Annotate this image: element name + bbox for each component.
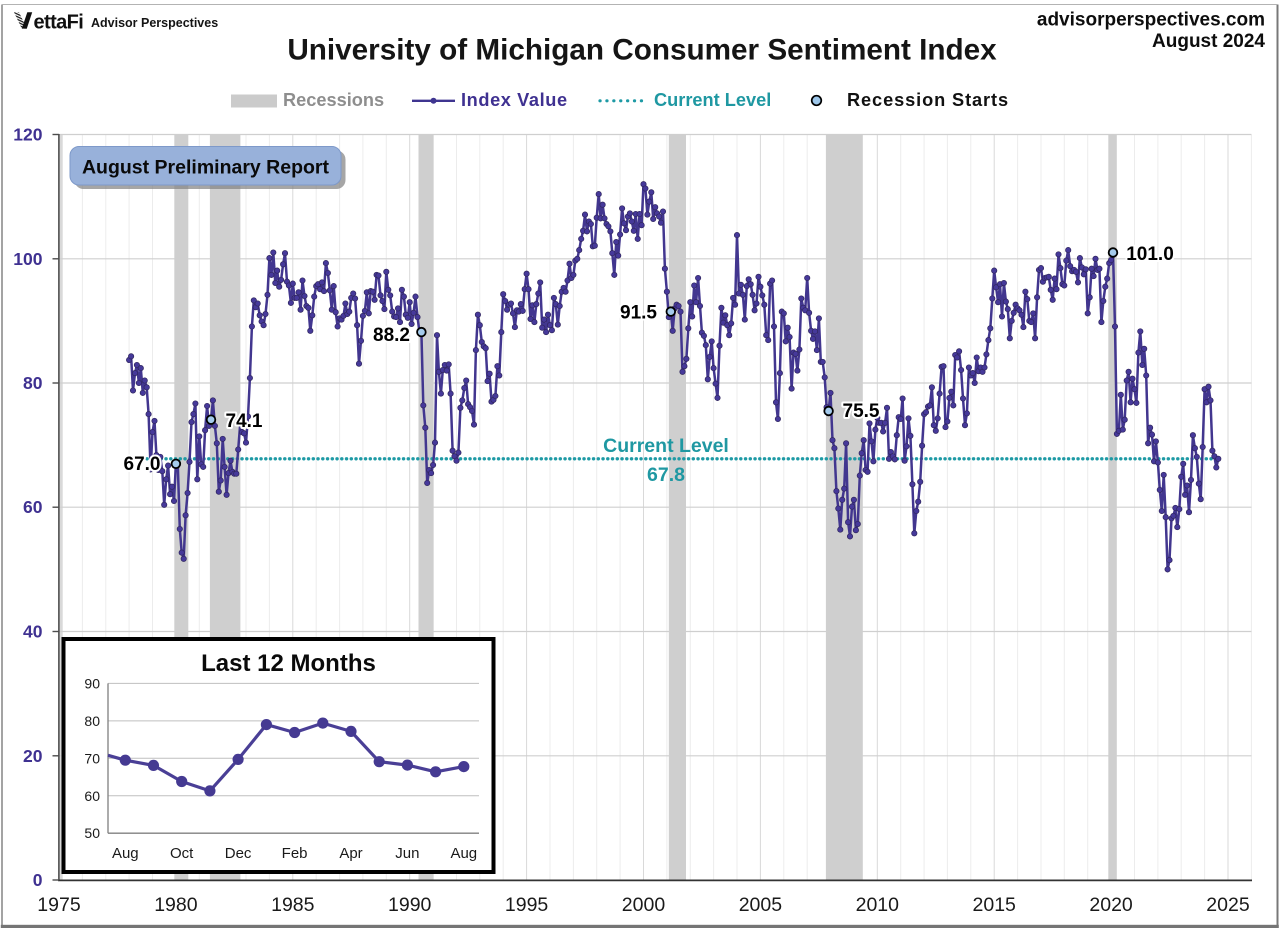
svg-text:1985: 1985 xyxy=(271,894,315,916)
svg-text:ettaFi: ettaFi xyxy=(34,11,84,33)
svg-text:0: 0 xyxy=(33,870,43,890)
svg-text:80: 80 xyxy=(84,713,100,729)
svg-text:Current Level: Current Level xyxy=(654,90,771,110)
svg-text:Aug: Aug xyxy=(450,845,477,862)
svg-text:20: 20 xyxy=(23,746,43,766)
svg-text:60: 60 xyxy=(23,497,43,517)
svg-text:80: 80 xyxy=(23,373,43,393)
svg-text:Jun: Jun xyxy=(395,845,419,862)
svg-text:88.2: 88.2 xyxy=(373,325,410,346)
svg-text:Feb: Feb xyxy=(282,845,308,862)
svg-text:1990: 1990 xyxy=(388,894,432,916)
svg-text:74.1: 74.1 xyxy=(226,411,263,432)
svg-text:Aug: Aug xyxy=(112,845,139,862)
svg-text:Apr: Apr xyxy=(339,845,362,862)
svg-text:120: 120 xyxy=(13,125,42,145)
svg-text:67.0: 67.0 xyxy=(124,454,161,475)
svg-text:101.0: 101.0 xyxy=(1126,244,1174,265)
svg-text:2025: 2025 xyxy=(1206,894,1250,916)
svg-text:August 2024: August 2024 xyxy=(1152,31,1265,52)
svg-text:67.8: 67.8 xyxy=(647,464,685,486)
svg-text:91.5: 91.5 xyxy=(620,303,657,324)
svg-text:70: 70 xyxy=(84,750,100,766)
svg-text:Index Value: Index Value xyxy=(461,90,568,110)
svg-text:Oct: Oct xyxy=(170,845,194,862)
svg-text:Dec: Dec xyxy=(225,845,252,862)
svg-text:1975: 1975 xyxy=(37,894,81,916)
svg-text:University of Michigan Consume: University of Michigan Consumer Sentimen… xyxy=(287,34,997,67)
svg-text:100: 100 xyxy=(13,249,42,269)
svg-text:advisorperspectives.com: advisorperspectives.com xyxy=(1037,10,1265,31)
svg-text:2010: 2010 xyxy=(856,894,900,916)
svg-text:August Preliminary Report: August Preliminary Report xyxy=(82,157,330,179)
svg-text:Advisor Perspectives: Advisor Perspectives xyxy=(91,16,218,30)
svg-text:1995: 1995 xyxy=(505,894,549,916)
svg-text:Last 12 Months: Last 12 Months xyxy=(201,650,376,677)
svg-text:50: 50 xyxy=(84,825,100,841)
svg-text:90: 90 xyxy=(84,675,100,691)
svg-text:2020: 2020 xyxy=(1089,894,1133,916)
svg-text:40: 40 xyxy=(23,622,43,642)
svg-text:Current Level: Current Level xyxy=(603,435,729,457)
svg-text:75.5: 75.5 xyxy=(843,401,880,422)
svg-text:2005: 2005 xyxy=(739,894,783,916)
svg-text:1980: 1980 xyxy=(154,894,198,916)
svg-text:60: 60 xyxy=(84,788,100,804)
svg-text:Recessions: Recessions xyxy=(283,90,384,110)
svg-text:Recession Starts: Recession Starts xyxy=(847,90,1009,110)
svg-text:2000: 2000 xyxy=(622,894,666,916)
svg-text:2015: 2015 xyxy=(973,894,1017,916)
